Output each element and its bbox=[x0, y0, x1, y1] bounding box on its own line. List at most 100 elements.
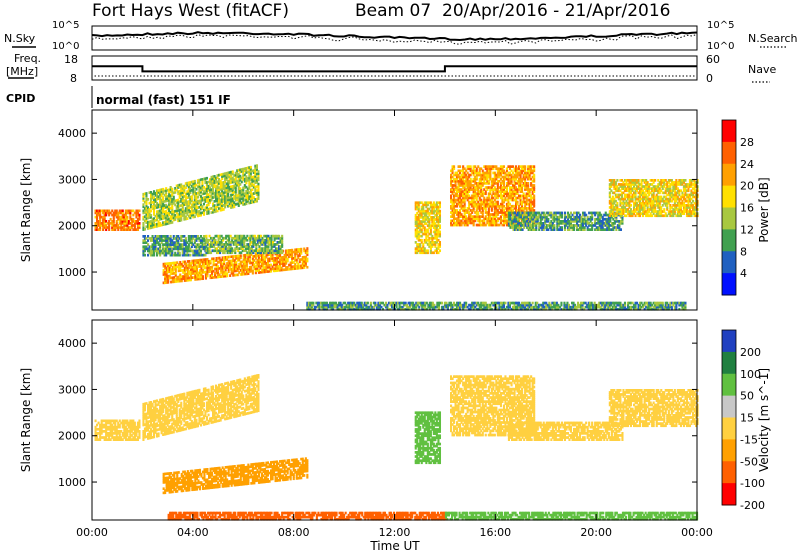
power-cell bbox=[234, 192, 237, 196]
power-cell bbox=[553, 211, 556, 215]
power-cell bbox=[217, 261, 220, 264]
power-cell bbox=[471, 184, 474, 187]
power-cell bbox=[185, 277, 188, 280]
power-cell bbox=[623, 193, 627, 197]
power-cell bbox=[156, 237, 159, 240]
power-cell bbox=[481, 219, 484, 223]
power-cell bbox=[142, 211, 145, 215]
power-cell bbox=[99, 215, 102, 219]
power-cell bbox=[622, 185, 625, 188]
power-cell bbox=[462, 192, 465, 196]
power-cell bbox=[481, 213, 484, 216]
power-cell bbox=[209, 182, 212, 186]
power-cell bbox=[521, 207, 524, 210]
power-cell bbox=[142, 224, 145, 227]
power-cell bbox=[492, 184, 495, 187]
power-cell bbox=[614, 204, 617, 207]
power-cell bbox=[172, 253, 175, 257]
power-cell bbox=[154, 247, 157, 251]
power-cell bbox=[512, 196, 515, 200]
power-cell bbox=[454, 209, 457, 212]
power-cell bbox=[583, 226, 586, 229]
power-cell bbox=[226, 238, 229, 242]
power-cell bbox=[499, 190, 503, 193]
power-cell bbox=[525, 200, 528, 204]
power-cell bbox=[241, 238, 244, 242]
power-cell bbox=[236, 265, 239, 268]
cpid-panel: CPID normal (fast) 151 IF bbox=[6, 86, 231, 108]
power-cell bbox=[610, 197, 613, 201]
power-cell bbox=[257, 170, 260, 173]
power-cell bbox=[533, 202, 536, 206]
power-cell bbox=[510, 165, 513, 168]
power-cell bbox=[159, 239, 162, 242]
power-cell bbox=[239, 170, 242, 174]
power-cell bbox=[247, 245, 250, 248]
power-cell bbox=[634, 183, 637, 186]
power-cell bbox=[201, 253, 204, 257]
power-cell bbox=[242, 196, 245, 200]
power-cell bbox=[489, 173, 492, 177]
power-cell bbox=[234, 190, 237, 194]
power-cell bbox=[434, 232, 437, 236]
power-cell bbox=[610, 224, 613, 227]
power-cell bbox=[176, 278, 179, 281]
power-cell bbox=[159, 253, 162, 257]
power-cell bbox=[221, 187, 224, 191]
power-cell bbox=[562, 222, 565, 225]
power-cell bbox=[212, 181, 215, 185]
power-cell bbox=[507, 175, 510, 179]
power-cell bbox=[614, 189, 617, 193]
power-cell bbox=[254, 269, 257, 273]
power-cell bbox=[160, 249, 163, 253]
power-cell bbox=[228, 249, 231, 253]
power-cell bbox=[150, 245, 153, 249]
power-cell bbox=[238, 258, 241, 262]
power-cell bbox=[586, 228, 589, 231]
power-cell bbox=[210, 241, 213, 244]
power-cell bbox=[194, 278, 197, 281]
power-cell bbox=[145, 212, 148, 216]
power-cell bbox=[604, 224, 607, 227]
power-cell bbox=[625, 181, 628, 184]
power-cell bbox=[633, 183, 636, 186]
power-cell bbox=[504, 173, 507, 177]
power-cell bbox=[160, 215, 163, 219]
power-cell bbox=[608, 195, 611, 199]
power-cell bbox=[619, 199, 622, 203]
power-cell bbox=[437, 230, 440, 234]
power-cell bbox=[526, 215, 529, 219]
power-cell bbox=[168, 207, 171, 210]
power-cell bbox=[126, 209, 129, 213]
power-cell bbox=[472, 173, 475, 177]
power-cell bbox=[166, 245, 169, 249]
power-cell bbox=[165, 191, 168, 194]
power-cell bbox=[235, 263, 238, 266]
power-cell bbox=[230, 179, 233, 182]
power-cell bbox=[210, 179, 213, 183]
power-cell bbox=[265, 255, 268, 259]
power-cell bbox=[154, 225, 157, 228]
power-cell bbox=[542, 226, 545, 229]
power-cell bbox=[524, 222, 527, 225]
power-cell bbox=[225, 194, 228, 198]
power-cell bbox=[228, 245, 231, 248]
power-cell bbox=[457, 169, 460, 173]
power-cell bbox=[184, 241, 187, 244]
power-cell bbox=[165, 237, 168, 240]
power-cell bbox=[112, 217, 115, 221]
power-cell bbox=[582, 222, 585, 225]
power-cell bbox=[163, 216, 166, 220]
power-cell bbox=[257, 254, 261, 258]
power-cell bbox=[495, 173, 498, 177]
power-cell bbox=[524, 171, 527, 175]
power-cell bbox=[459, 196, 462, 200]
power-cell bbox=[193, 251, 196, 255]
power-cell bbox=[242, 194, 245, 198]
power-cell bbox=[466, 184, 469, 187]
power-cell bbox=[536, 211, 539, 215]
power-cell bbox=[608, 183, 611, 186]
power-cell bbox=[189, 201, 192, 205]
power-cell bbox=[216, 203, 219, 207]
power-cell bbox=[226, 243, 229, 246]
